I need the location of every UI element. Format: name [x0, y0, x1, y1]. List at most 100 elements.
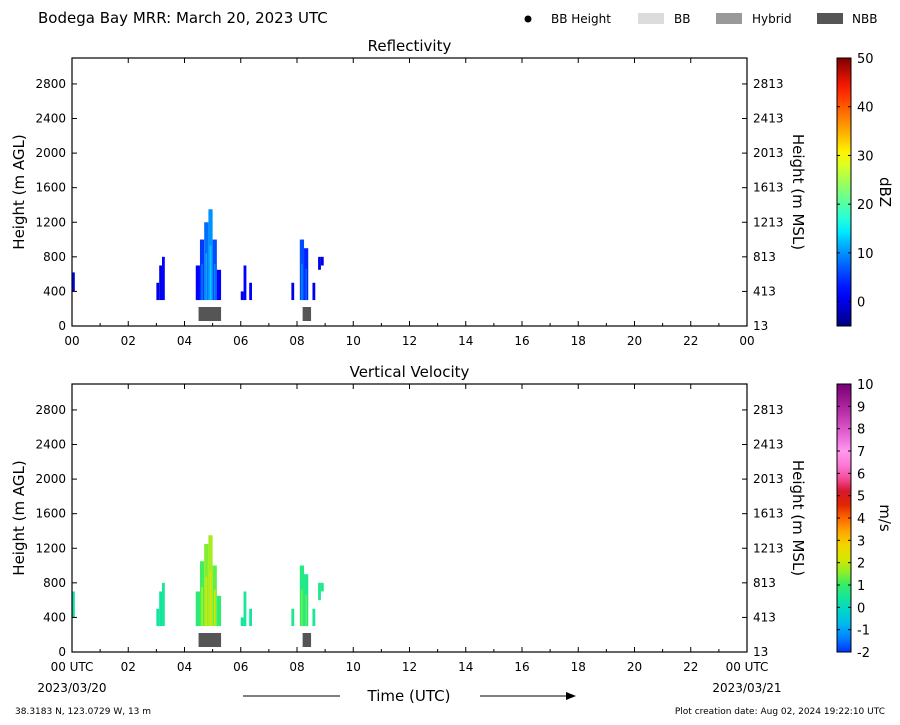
data-cell — [318, 582, 321, 601]
y-axis-label-left: Height (m AGL) — [10, 460, 28, 575]
x-tick-label: 08 — [289, 334, 304, 348]
data-cell-core — [305, 594, 307, 627]
creation-date-text: Plot creation date: Aug 02, 2024 19:22:1… — [675, 707, 885, 717]
y-tick-label: 800 — [43, 576, 66, 590]
time-arrow-head — [566, 692, 576, 700]
y-tick-label-right: 1613 — [753, 507, 784, 521]
y-axis-label-right: Height (m MSL) — [789, 460, 807, 576]
colorbar-tick-label: 5 — [857, 490, 865, 505]
data-cell-core — [301, 263, 303, 301]
data-cell — [243, 265, 247, 301]
panel-title: Vertical Velocity — [350, 363, 470, 381]
y-tick-label-right: 813 — [753, 250, 776, 264]
y-tick-label-right: 13 — [753, 319, 768, 333]
y-tick-label-right: 13 — [753, 645, 768, 659]
y-tick-label-right: 1213 — [753, 541, 784, 555]
y-tick-label: 2800 — [35, 77, 66, 91]
x-tick-label: 08 — [289, 660, 304, 674]
legend-swatch-nbb — [817, 13, 843, 24]
y-tick-label: 1600 — [35, 181, 66, 195]
y-tick-label: 2400 — [35, 112, 66, 126]
x-tick-label: 20 — [627, 334, 642, 348]
y-tick-label-right: 2413 — [753, 438, 784, 452]
data-cell-core — [205, 576, 208, 627]
y-tick-label-right: 2813 — [753, 403, 784, 417]
x-axis-title: Time (UTC) — [367, 687, 451, 705]
x-tick-label: 04 — [177, 334, 192, 348]
y-axis-label-right: Height (m MSL) — [789, 134, 807, 250]
data-cell — [320, 582, 324, 592]
x-tick-label: 18 — [571, 660, 586, 674]
data-cell — [249, 282, 252, 301]
colorbar-tick-label: 20 — [857, 198, 874, 213]
data-cell-core — [209, 245, 212, 301]
x-tick-label: 16 — [514, 334, 529, 348]
colorbar-label: dBZ — [876, 177, 894, 207]
plot-area — [72, 384, 747, 652]
x-tick-label: 14 — [458, 660, 473, 674]
x-tick-label: 16 — [514, 660, 529, 674]
y-tick-label: 0 — [58, 645, 66, 659]
colorbar-tick-label: 30 — [857, 149, 874, 164]
colorbar-label: m/s — [876, 504, 894, 532]
y-tick-label: 1600 — [35, 507, 66, 521]
colorbar-tick-label: -2 — [857, 646, 870, 661]
location-text: 38.3183 N, 123.0729 W, 13 m — [15, 707, 151, 717]
colorbar-tick-label: 50 — [857, 52, 874, 67]
x-tick-label: 00 — [739, 334, 754, 348]
legend-swatch-hybrid — [716, 13, 742, 24]
colorbar-tick-label: 0 — [857, 601, 865, 616]
data-cell — [216, 595, 222, 627]
colorbar-tick-label: 10 — [857, 378, 874, 393]
data-cell — [195, 591, 200, 627]
data-cell — [318, 256, 321, 270]
colorbar-tick-label: 4 — [857, 512, 865, 527]
panel-title: Reflectivity — [368, 37, 452, 55]
y-tick-label: 400 — [43, 610, 66, 624]
x-tick-label: 10 — [346, 660, 361, 674]
data-cell — [291, 608, 295, 627]
y-tick-label: 2000 — [35, 472, 66, 486]
legend-label: NBB — [852, 12, 877, 26]
y-tick-label-right: 2013 — [753, 146, 784, 160]
data-cell — [249, 608, 252, 627]
data-cell-core — [305, 268, 307, 301]
data-cell-core — [201, 263, 203, 301]
data-cell — [240, 617, 244, 627]
legend-dot-bb-height — [524, 15, 532, 23]
data-cell-core — [209, 571, 212, 627]
colorbar-tick-label: 9 — [857, 400, 865, 415]
data-cell — [156, 608, 160, 627]
bb-bar-nbb — [302, 307, 312, 321]
data-cell — [320, 256, 324, 266]
data-cell-core — [213, 263, 216, 301]
data-cell-core — [201, 587, 203, 627]
y-tick-label: 2000 — [35, 146, 66, 160]
y-tick-label-right: 2013 — [753, 472, 784, 486]
y-tick-label-right: 413 — [753, 610, 776, 624]
colorbar-tick-label: 8 — [857, 423, 865, 438]
colorbar — [836, 57, 852, 327]
data-cell — [291, 282, 295, 301]
data-cell — [162, 256, 165, 301]
x-tick-label: 02 — [121, 334, 136, 348]
y-axis-label-left: Height (m AGL) — [10, 134, 28, 249]
x-tick-label: 18 — [571, 334, 586, 348]
y-tick-label: 800 — [43, 250, 66, 264]
date-end: 2023/03/21 — [712, 681, 781, 695]
x-tick-label: 00 — [64, 334, 79, 348]
y-tick-label: 0 — [58, 319, 66, 333]
y-tick-label-right: 413 — [753, 284, 776, 298]
data-cell-core — [213, 589, 216, 627]
legend: BB Height BB Hybrid NBB — [524, 12, 877, 26]
y-tick-label: 2400 — [35, 438, 66, 452]
colorbar-tick-label: 2 — [857, 557, 865, 572]
data-cell — [72, 272, 75, 292]
data-cell — [162, 582, 165, 627]
data-cell — [72, 591, 75, 618]
x-tick-label: 12 — [402, 334, 417, 348]
legend-label: BB Height — [551, 12, 611, 26]
data-cell — [216, 269, 222, 301]
